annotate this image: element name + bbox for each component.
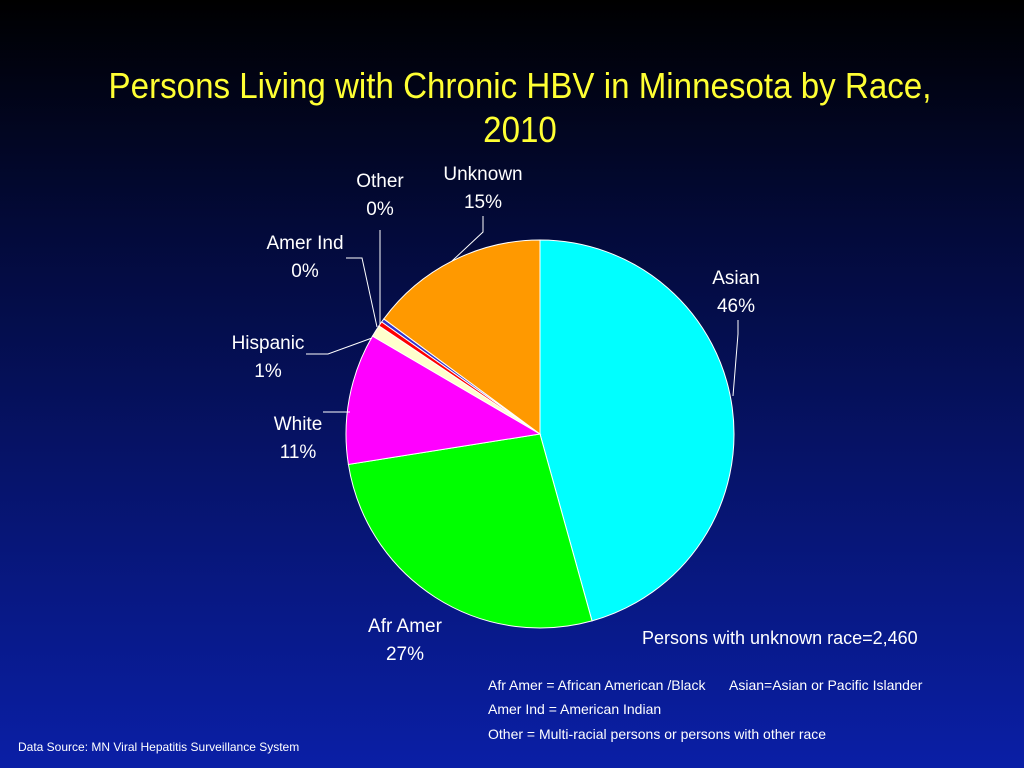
slice-value-white: 11%: [280, 442, 317, 463]
abbrev-amer-ind: Amer Ind = American Indian: [488, 701, 662, 717]
slice-label-hispanic: Hispanic: [232, 333, 305, 354]
slice-label-white: White: [274, 414, 323, 435]
slice-label-other: Other: [356, 171, 404, 192]
pie-slice-asian: [539, 239, 735, 622]
pie-slice-white: [345, 335, 542, 466]
leader-line-unknown: [451, 216, 484, 262]
slice-value-other: 0%: [366, 199, 394, 220]
slice-label-afr-amer: Afr Amer: [368, 616, 443, 637]
pie-slice-afr-amer: [347, 433, 593, 629]
leader-line-asian: [732, 320, 739, 397]
chart-title: Persons Living with Chronic HBV in Minne…: [108, 65, 932, 150]
abbrev-asian: Asian=Asian or Pacific Islander: [729, 677, 923, 693]
unknown-race-note: Persons with unknown race=2,460: [642, 628, 918, 648]
slice-value-unknown: 15%: [464, 192, 502, 213]
slice-label-asian: Asian: [712, 268, 760, 289]
slice-label-amer-ind: Amer Ind: [266, 233, 343, 254]
leader-line-hispanic: [306, 337, 373, 355]
abbrev-other: Other = Multi-racial persons or persons …: [488, 726, 827, 742]
slice-value-hispanic: 1%: [254, 361, 282, 382]
slice-value-afr-amer: 27%: [386, 644, 424, 665]
abbrev-afr-amer: Afr Amer = African American /Black: [488, 677, 706, 693]
leader-line-amer-ind: [346, 257, 378, 328]
slice-label-unknown: Unknown: [443, 164, 522, 185]
data-source: Data Source: MN Viral Hepatitis Surveill…: [18, 740, 300, 754]
slice-value-asian: 46%: [717, 296, 755, 317]
slice-value-amer-ind: 0%: [291, 261, 319, 282]
